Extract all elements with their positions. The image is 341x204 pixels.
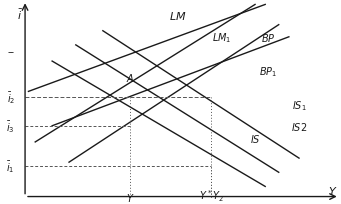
- Text: $\bar{i}_1$: $\bar{i}_1$: [6, 159, 15, 174]
- Text: $IS$: $IS$: [250, 132, 261, 144]
- Text: $\bar{i}$: $\bar{i}$: [17, 7, 23, 22]
- Text: $LM_1$: $LM_1$: [211, 31, 231, 44]
- Text: $Y$: $Y$: [328, 185, 338, 196]
- Text: --: --: [8, 47, 15, 57]
- Text: $IS2$: $IS2$: [291, 120, 307, 132]
- Text: $Y$: $Y$: [125, 191, 134, 203]
- Text: $Y^* Y_2$: $Y^* Y_2$: [199, 187, 223, 203]
- Text: $LM$: $LM$: [168, 10, 186, 21]
- Text: $BP$: $BP$: [261, 32, 276, 44]
- Text: $\bar{i}_3$: $\bar{i}_3$: [6, 118, 15, 134]
- Text: $IS_1$: $IS_1$: [292, 99, 306, 113]
- Text: $BP_1$: $BP_1$: [260, 65, 278, 79]
- Text: $\bar{i}_2$: $\bar{i}_2$: [6, 90, 15, 106]
- Text: $A$: $A$: [125, 72, 134, 84]
